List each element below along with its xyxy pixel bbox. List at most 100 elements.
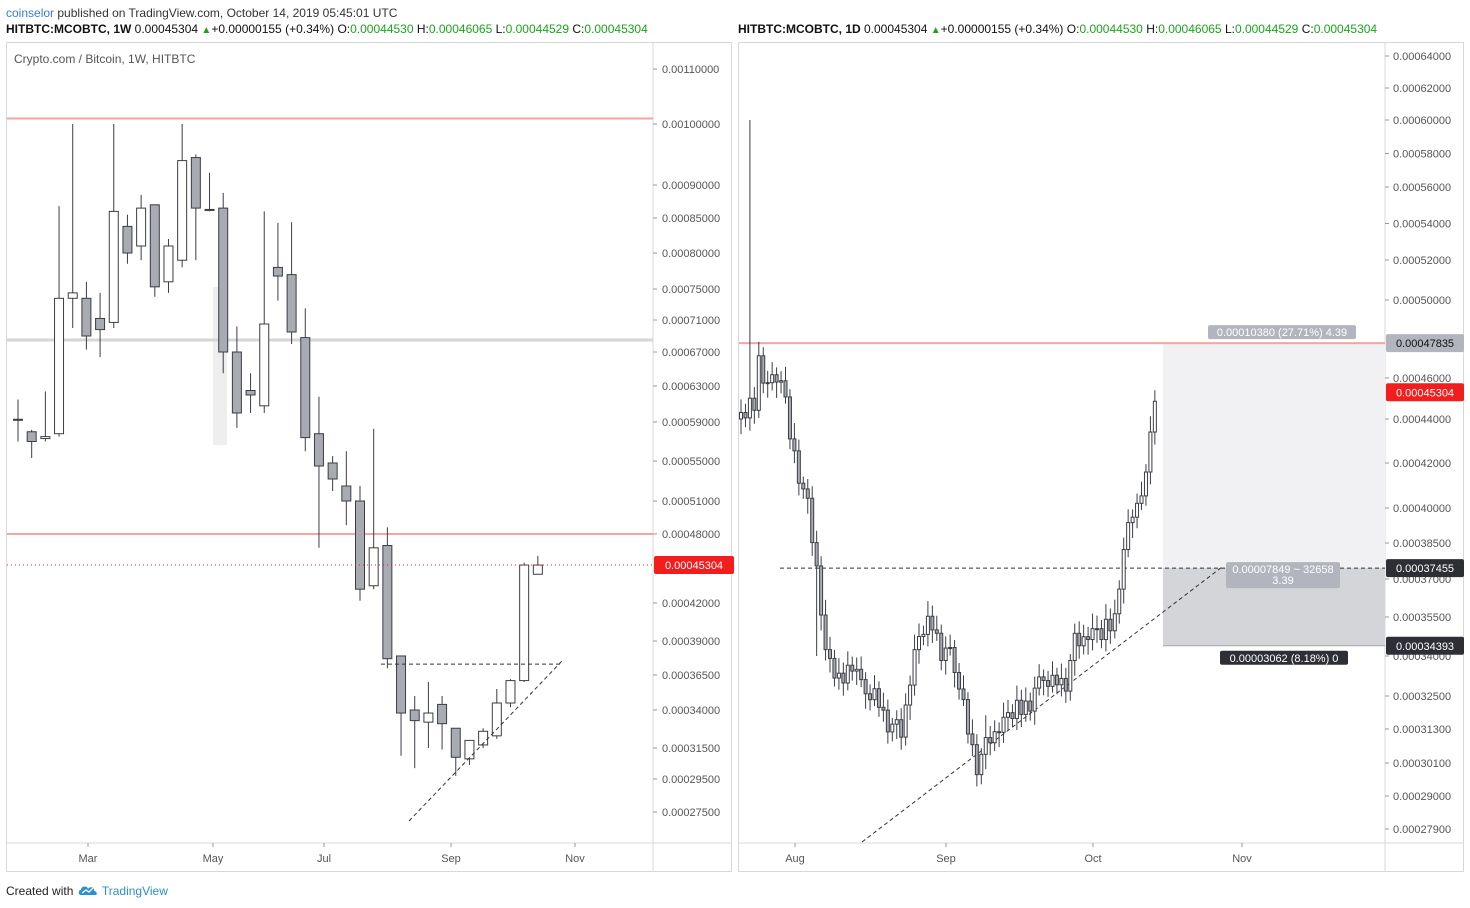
candle-body: [992, 731, 997, 744]
candle-body: [1081, 636, 1086, 647]
left-y-tick-label: 0.00090000: [662, 180, 720, 192]
candle-body: [845, 664, 850, 684]
footer-brand[interactable]: TradingView: [101, 884, 168, 898]
left-y-tick-label: 0.00039000: [662, 636, 720, 648]
candle-body: [1095, 628, 1099, 631]
left-chart-panel[interactable]: [6, 42, 732, 872]
candle-body: [1072, 632, 1077, 662]
right-y-tick-label: 0.00035500: [1393, 612, 1451, 624]
left-y-tick-label: 0.00071000: [662, 315, 720, 327]
candle-body: [437, 703, 448, 725]
left-ohlc-header: HITBTC:MCOBTC, 1W 0.00045304 ▲+0.0000015…: [6, 22, 648, 36]
candle-body: [1050, 674, 1055, 687]
left-high: 0.00046065: [428, 22, 493, 36]
right-change: +0.00000155 (+0.34%): [940, 22, 1064, 36]
candle-body: [1139, 495, 1144, 504]
left-last: 0.00045304: [134, 22, 199, 36]
candle-body: [752, 397, 757, 411]
right-y-tick-label: 0.00052000: [1393, 255, 1451, 267]
candle-body: [783, 380, 788, 398]
left-y-tick-label: 0.00085000: [662, 213, 720, 225]
right-target-note: 0.00010380 (27.71%) 4.39: [1217, 327, 1347, 339]
candle-body: [1121, 549, 1126, 590]
left-y-tick-label: 0.00029500: [662, 774, 720, 786]
left-x-tick-label: May: [203, 853, 224, 865]
right-last: 0.00045304: [864, 22, 928, 36]
candle-body: [355, 500, 365, 590]
candle-body: [1126, 522, 1131, 551]
author-link[interactable]: coinselor: [6, 6, 55, 20]
candle-body: [850, 664, 855, 672]
candle-body: [983, 737, 988, 755]
candle-body: [779, 380, 784, 383]
candle-body: [1135, 502, 1140, 518]
right-open: 0.00044530: [1079, 22, 1143, 36]
candle-body: [382, 545, 393, 660]
candle-body: [1041, 676, 1046, 682]
candle-body: [997, 731, 1002, 734]
candle-body: [823, 614, 828, 651]
left-y-tick-label: 0.00048000: [662, 529, 720, 541]
triangle-up-icon: ▲: [201, 25, 212, 36]
candle-body: [868, 693, 873, 701]
candle-body: [1028, 700, 1033, 712]
right-resistance-price-label-bg: [1386, 334, 1464, 353]
right-ohlc-header: HITBTC:MCOBTC, 1D 0.00045304 ▲+0.0000015…: [738, 22, 1377, 36]
footer-created-with: Created with: [6, 884, 74, 898]
candle-body: [327, 462, 338, 480]
right-y-tick-label: 0.00062000: [1393, 83, 1451, 95]
candle-body: [1108, 618, 1113, 632]
candle-body: [1023, 700, 1028, 715]
right-o-label: O:: [1066, 22, 1080, 36]
candle-body: [912, 649, 917, 686]
right-entry-note-2: 3.39: [1272, 575, 1293, 587]
triangle-up-icon: ▲: [930, 25, 941, 36]
left-o-label: O:: [337, 22, 351, 36]
right-l-label: L:: [1224, 22, 1235, 36]
candle-body: [979, 753, 984, 776]
left-y-tick-label: 0.00055000: [662, 456, 720, 468]
candle-body: [1099, 628, 1104, 641]
candle-body: [177, 160, 188, 261]
candle-body: [948, 647, 953, 650]
right-y-tick-label: 0.00046000: [1393, 373, 1451, 385]
left-y-tick-label: 0.00034000: [662, 705, 720, 717]
candle-body: [1068, 660, 1073, 692]
right-last-price-label-bg: [1386, 383, 1464, 402]
right-y-tick-label: 0.00042000: [1393, 458, 1451, 470]
candle-body: [988, 737, 993, 744]
candle-body: [1130, 516, 1135, 524]
candle-body: [13, 418, 23, 421]
candle-body: [1019, 699, 1024, 715]
candle-body: [491, 702, 502, 737]
candle-body: [899, 719, 904, 738]
candle-body: [1046, 680, 1051, 687]
left-symbol: HITBTC:MCOBTC, 1W: [6, 22, 132, 36]
candle-body: [108, 210, 119, 323]
left-y-tick-label: 0.00075000: [662, 284, 720, 296]
candle-body: [409, 709, 420, 722]
candle-body: [787, 396, 792, 440]
candle-body: [423, 712, 434, 723]
right-y-tick-label: 0.00030100: [1393, 758, 1451, 770]
candle-body: [792, 438, 797, 452]
candle-body: [313, 433, 324, 467]
candle-body: [1117, 588, 1122, 615]
left-y-tick-label: 0.00110000: [662, 64, 719, 76]
candle-body: [739, 412, 743, 420]
right-y-tick-label: 0.00029000: [1393, 791, 1451, 803]
candle-body: [1148, 431, 1153, 473]
candle-body: [747, 397, 752, 419]
right-y-tick-label: 0.00054000: [1393, 219, 1451, 231]
candle-body: [81, 297, 92, 337]
right-stop-price-label: 0.00034393: [1396, 641, 1454, 653]
tradingview-cloud-icon: [78, 886, 97, 895]
candle-body: [341, 485, 352, 502]
candle-body: [970, 733, 975, 746]
left-y-tick-label: 0.00067000: [662, 347, 720, 359]
candle-body: [974, 744, 979, 776]
left-y-tick-label: 0.00051000: [662, 496, 720, 508]
right-h-label: H:: [1146, 22, 1159, 36]
candle-body: [163, 245, 174, 283]
candle-body: [1059, 677, 1064, 686]
